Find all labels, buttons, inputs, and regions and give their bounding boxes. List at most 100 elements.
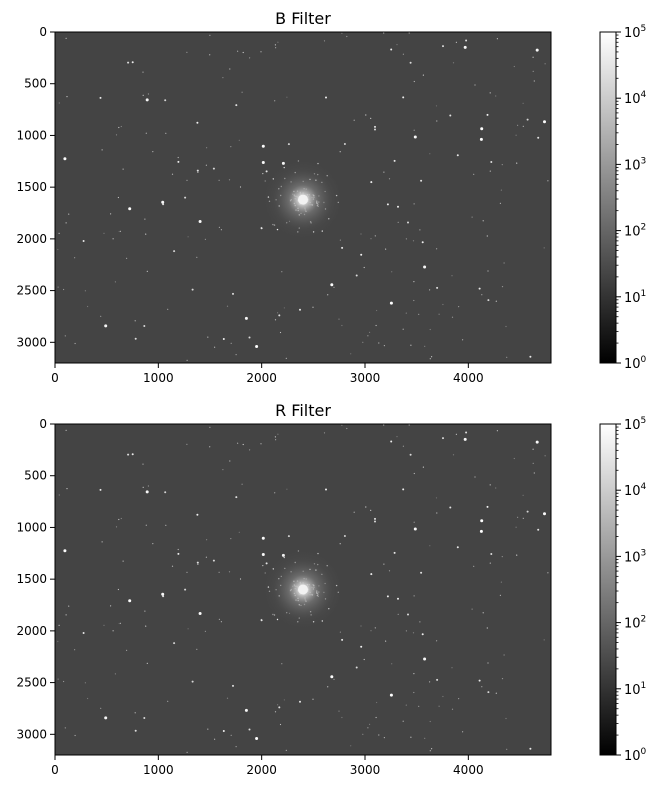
star-point [486, 113, 489, 116]
star-point [244, 708, 248, 712]
x-tick-label: 4000 [453, 371, 484, 385]
star-point [277, 433, 279, 435]
star-point [442, 437, 444, 440]
star-point [413, 299, 415, 302]
star-point [119, 230, 121, 232]
star-point [87, 697, 89, 700]
star-point [402, 96, 405, 99]
star-point [126, 649, 128, 652]
star-point [365, 506, 367, 508]
star-point [370, 117, 372, 119]
star-point [456, 154, 459, 157]
star-point [374, 517, 376, 520]
star-point [513, 65, 515, 68]
star-point [429, 750, 431, 752]
star-point [177, 548, 179, 551]
star-point [196, 169, 199, 172]
star-point [350, 745, 352, 747]
star-point [262, 565, 264, 567]
star-point [312, 306, 314, 308]
star-point [420, 179, 423, 182]
star-point [327, 686, 329, 688]
star-point [237, 442, 239, 444]
star-point [451, 275, 453, 277]
star-point [99, 96, 102, 99]
star-point [126, 257, 128, 259]
star-point [196, 121, 199, 124]
star-point [104, 324, 108, 328]
star-point [100, 707, 102, 709]
y-tick-label: 3000 [16, 335, 47, 349]
star-point [218, 226, 220, 228]
star-point [58, 232, 60, 234]
star-point [388, 178, 391, 180]
star-point [204, 630, 206, 633]
star-point [419, 621, 421, 623]
star-point [479, 529, 483, 533]
star-point [378, 342, 380, 344]
star-point [421, 241, 424, 244]
star-point [343, 143, 346, 145]
star-point [436, 120, 438, 122]
x-tick-label: 0 [51, 371, 59, 385]
star-point [385, 640, 387, 642]
star-point [341, 638, 344, 641]
star-point [65, 429, 67, 431]
star-point [177, 156, 179, 159]
star-point [353, 119, 355, 121]
star-point [191, 288, 194, 291]
star-point [495, 300, 497, 302]
star-point [389, 301, 393, 305]
star-point [374, 627, 376, 629]
star-point [226, 697, 229, 699]
star-point [383, 737, 385, 739]
star-point [455, 41, 457, 43]
star-point [393, 551, 396, 554]
star-point [429, 720, 431, 723]
star-point [196, 256, 198, 258]
star-point [104, 716, 108, 720]
star-point [177, 160, 180, 163]
star-point [101, 541, 103, 543]
star-point [184, 196, 187, 199]
star-point [350, 353, 352, 355]
star-point [455, 433, 457, 435]
star-point [435, 497, 438, 499]
plot-frame [54, 31, 552, 364]
star-point [537, 136, 540, 139]
star-point [232, 684, 234, 687]
star-point [486, 505, 489, 508]
star-point [286, 96, 288, 98]
star-point [274, 492, 276, 494]
star-point [65, 37, 67, 40]
star-point [74, 257, 76, 259]
star-point [408, 32, 410, 34]
star-point [323, 40, 326, 42]
star-point [114, 673, 116, 675]
star-point [186, 179, 188, 181]
star-point [274, 711, 277, 713]
star-point [478, 287, 481, 290]
star-point [463, 437, 467, 441]
star-point [533, 80, 535, 82]
star-point [481, 294, 483, 296]
star-point [260, 51, 262, 53]
star-point [161, 592, 165, 596]
star-point [449, 506, 452, 509]
star-point [239, 186, 242, 188]
star-point [429, 328, 431, 331]
y-tick-label: 2500 [16, 676, 47, 690]
star-point [84, 290, 86, 292]
star-point [197, 563, 199, 565]
star-point [167, 700, 169, 702]
star-point [262, 173, 264, 175]
star-point [462, 339, 464, 341]
star-point [431, 356, 433, 358]
star-point [451, 708, 454, 710]
star-point [222, 77, 224, 79]
star-point [173, 642, 176, 645]
star-point [402, 53, 404, 55]
star-point [212, 559, 215, 562]
star-point [360, 233, 362, 235]
star-point [543, 247, 545, 249]
